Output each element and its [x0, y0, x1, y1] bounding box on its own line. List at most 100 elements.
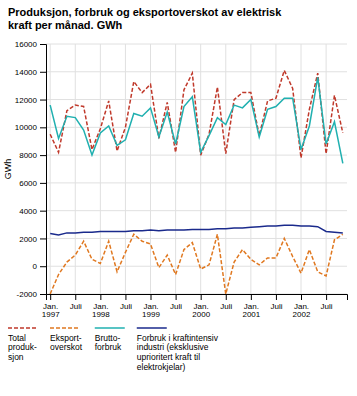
tick-label: -2000: [17, 290, 38, 299]
tick-label: Juli: [220, 302, 232, 311]
tick: Jan.1997: [42, 294, 60, 319]
tick-label: Juli: [120, 302, 132, 311]
grid-line: [46, 266, 347, 267]
tick-label: 6000: [19, 179, 37, 188]
text-line: industri (eksklusive: [137, 342, 209, 352]
tick: 6000: [19, 179, 46, 188]
tick: Jan.2002: [293, 294, 311, 319]
text-line: Jan.: [194, 302, 209, 311]
text-line: 2001: [242, 310, 260, 319]
tick-label: Juli: [70, 302, 82, 311]
tick-mark: [40, 211, 46, 212]
tick-label: Jan.1998: [92, 302, 110, 320]
tick-label: Jan.1997: [42, 302, 60, 320]
legend-item: Forbruk i kraftintensivindustri (eksklus…: [137, 328, 219, 372]
axis-line: [40, 45, 47, 295]
legend-item: Totalproduk-sjon: [8, 328, 38, 362]
text-line: 2002: [293, 310, 311, 319]
tick: Juli: [220, 294, 232, 311]
tick-mark: [201, 294, 202, 300]
text-line: kraft per månad. GWh: [8, 19, 123, 31]
grid-line: [75, 44, 76, 294]
legend: Totalproduk-sjon Eksport-overskot Brutto-f…: [8, 328, 219, 372]
tick: 8000: [19, 151, 46, 160]
tick: Jan.1999: [142, 294, 160, 319]
legend-label: Totalproduk-sjon: [8, 333, 37, 363]
tick-mark: [226, 294, 227, 300]
tick: Jan.1998: [92, 294, 110, 319]
tick-mark: [40, 127, 46, 128]
series-line: [50, 225, 343, 235]
lines: [50, 70, 343, 294]
tick: Jan.2000: [192, 294, 210, 319]
grid-line: [200, 44, 201, 294]
tick: 10000: [15, 123, 46, 132]
legend-swatch: [8, 327, 38, 329]
tick: -2000: [17, 290, 46, 299]
tick-mark: [100, 294, 101, 300]
grid-line: [46, 71, 347, 72]
grid-line: [50, 44, 51, 294]
tick: Juli: [321, 294, 333, 311]
text-line: Jan.: [244, 302, 259, 311]
grid-line: [175, 44, 176, 294]
text-line: 1999: [142, 310, 160, 319]
text-line: 1998: [92, 310, 110, 319]
tick-label: 4000: [19, 207, 37, 216]
legend-swatch: [137, 327, 167, 329]
y-axis: -200002000400060008000100001200014000160…: [15, 40, 47, 299]
grid-line: [46, 238, 347, 239]
text-line: 1997: [42, 310, 60, 319]
tick-mark: [176, 294, 177, 300]
text-line: overskot: [50, 342, 83, 352]
text-line: uprioritert kraft til: [137, 352, 200, 362]
tick: 4000: [19, 207, 46, 216]
tick-label: Juli: [270, 302, 282, 311]
tick-mark: [50, 294, 51, 300]
tick: 12000: [15, 96, 46, 105]
text-line: Eksport-: [50, 333, 82, 343]
tick-label: 14000: [15, 68, 38, 77]
tick-mark: [40, 155, 46, 156]
tick-mark: [301, 294, 302, 300]
tick-label: Jan.2001: [242, 302, 260, 320]
text-line: Juli: [170, 302, 182, 311]
tick: 14000: [15, 68, 46, 77]
legend-label: Eksport-overskot: [50, 333, 83, 353]
series-line: [50, 77, 343, 163]
tick-mark: [151, 294, 152, 300]
grid-line: [250, 44, 251, 294]
legend-label: Forbruk i kraftintensivindustri (eksklus…: [137, 333, 219, 372]
tick-mark: [40, 72, 46, 73]
tick-label: Jan.2002: [293, 302, 311, 320]
text-line: produk-: [8, 342, 37, 352]
text-line: elektrokjelar): [137, 362, 186, 372]
tick: Juli: [270, 294, 282, 311]
tick-mark: [40, 44, 46, 45]
tick-label: Juli: [170, 302, 182, 311]
chart: Produksjon, forbruk og eksportoverskot a…: [0, 0, 357, 396]
legend-item: Brutto-forbruk: [95, 328, 125, 352]
tick: 0: [33, 262, 46, 271]
tick-mark: [40, 183, 46, 184]
tick-mark: [75, 294, 76, 300]
tick: Juli: [120, 294, 132, 311]
text-line: Juli: [321, 302, 333, 311]
tick: Jan.2001: [242, 294, 260, 319]
x-axis: Jan.1997JuliJan.1998JuliJan.1999JuliJan.…: [42, 294, 348, 319]
tick-label: 10000: [15, 123, 38, 132]
tick-label: 16000: [15, 40, 38, 49]
text-line: Jan.: [93, 302, 108, 311]
text-line: Juli: [70, 302, 82, 311]
series-line: [50, 234, 343, 294]
text-line: forbruk: [95, 342, 122, 352]
text-line: Jan.: [43, 302, 58, 311]
tick-mark: [40, 238, 46, 239]
text-line: Jan.: [294, 302, 309, 311]
text-line: Brutto-: [95, 333, 121, 343]
series-line: [50, 70, 343, 158]
grid-line: [125, 44, 126, 294]
text-line: Jan.: [143, 302, 158, 311]
grid-line: [225, 44, 226, 294]
grid-line: [100, 44, 101, 294]
